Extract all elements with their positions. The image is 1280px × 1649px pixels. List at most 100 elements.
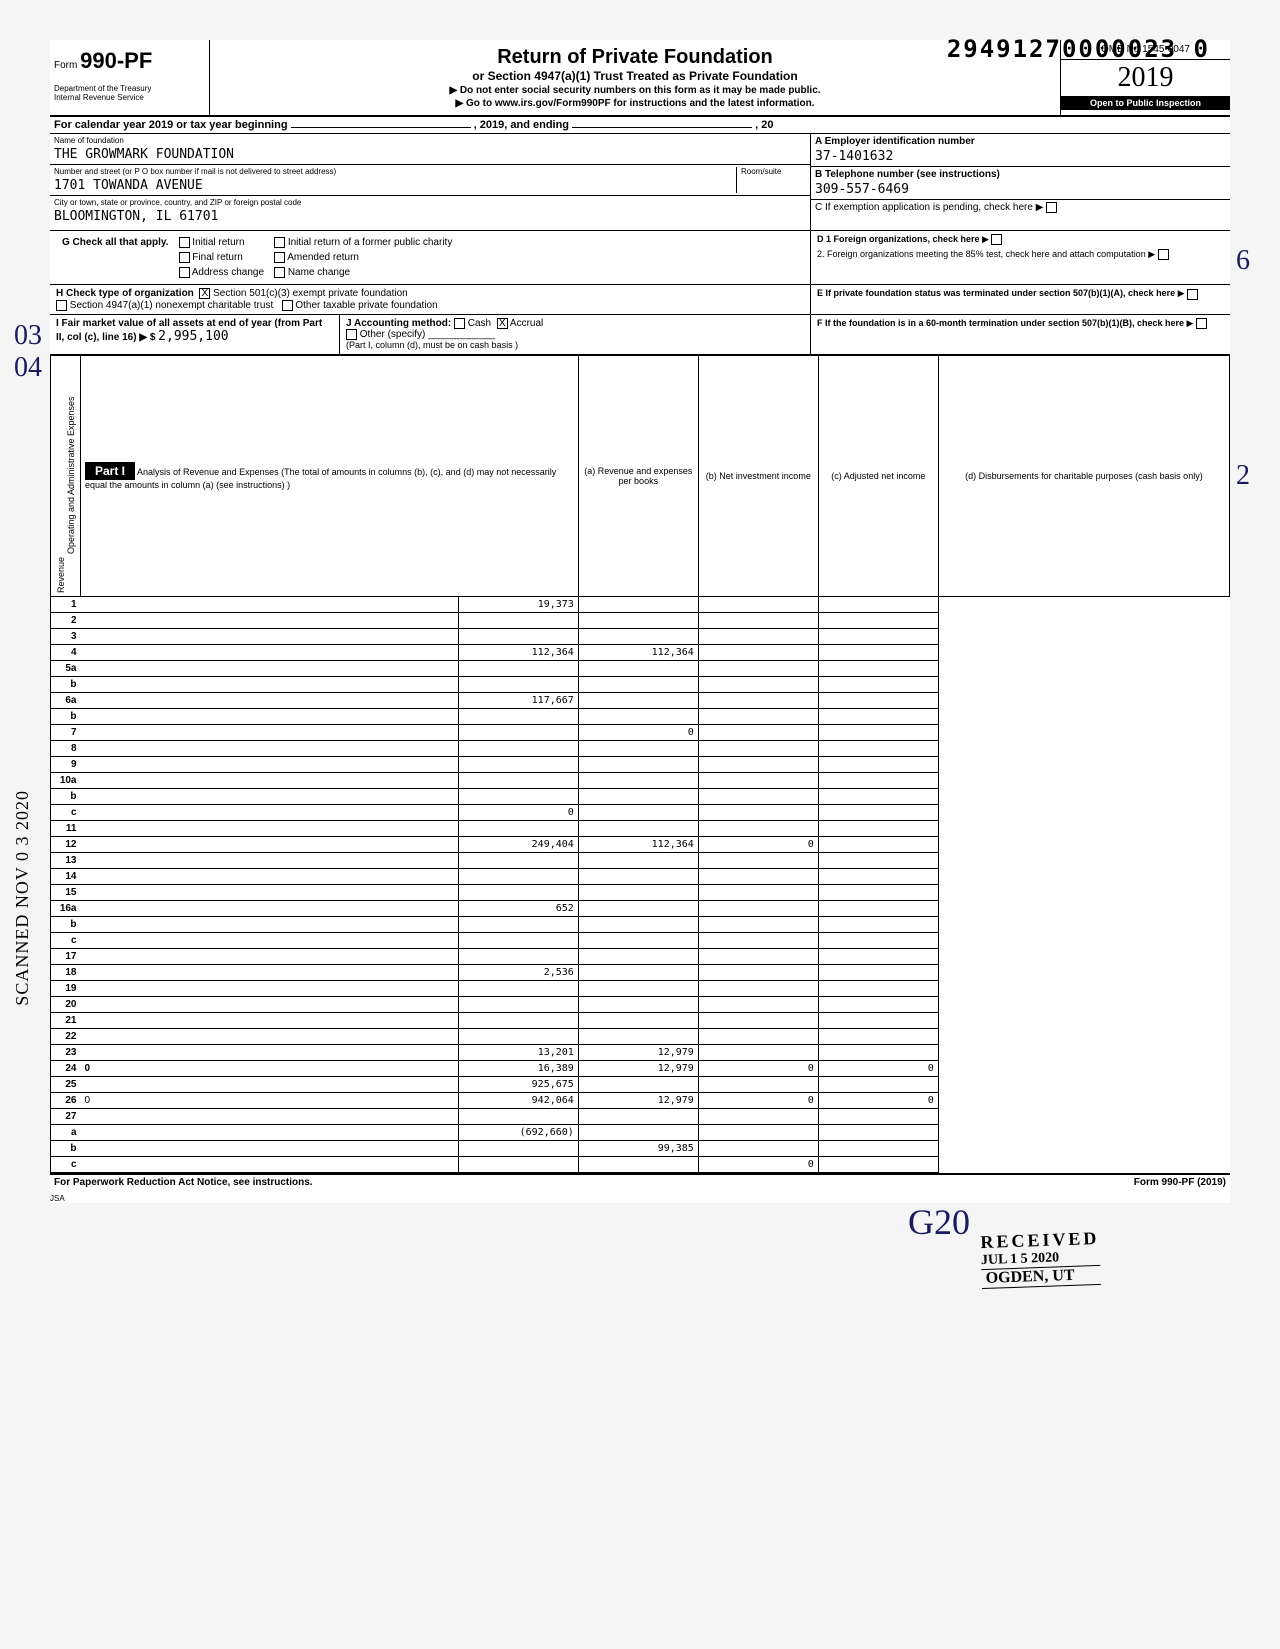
line-row: 19 [51, 981, 1230, 997]
line-row: 182,536 [51, 965, 1230, 981]
col-a-value: 652 [458, 901, 578, 917]
line-number: 20 [51, 997, 81, 1013]
line-row: b [51, 789, 1230, 805]
col-b-value: 0 [578, 725, 698, 741]
col-b-value [578, 1125, 698, 1141]
col-b-value [578, 805, 698, 821]
col-a-value [458, 629, 578, 645]
line-desc [81, 1013, 459, 1029]
dept-treasury: Department of the Treasury [54, 84, 205, 93]
col-c-value [698, 693, 818, 709]
handwritten-0304: 0304 [14, 320, 42, 384]
col-a-value: 16,389 [458, 1061, 578, 1077]
line-number: 25 [51, 1077, 81, 1093]
line-number: 14 [51, 869, 81, 885]
col-a-value: 112,364 [458, 645, 578, 661]
col-a-value: 925,675 [458, 1077, 578, 1093]
col-d-value [818, 805, 938, 821]
line-desc [81, 1045, 459, 1061]
col-b-value [578, 1157, 698, 1173]
col-a-value [458, 757, 578, 773]
line-desc [81, 917, 459, 933]
header-left: Form 990-PF Department of the Treasury I… [50, 40, 210, 115]
col-d-value [818, 661, 938, 677]
col-d-value [818, 1029, 938, 1045]
col-b-value [578, 1077, 698, 1093]
handwritten-6: 6 [1236, 245, 1250, 277]
line-number: 5a [51, 661, 81, 677]
box-g-d-row: G Check all that apply. Initial return I… [50, 231, 1230, 285]
line-number: b [51, 1141, 81, 1157]
col-a-value [458, 885, 578, 901]
line-number: 8 [51, 741, 81, 757]
paperwork-notice: For Paperwork Reduction Act Notice, see … [54, 1177, 313, 1188]
col-c-value [698, 1045, 818, 1061]
col-a-value: 13,201 [458, 1045, 578, 1061]
line-desc [81, 965, 459, 981]
col-c-value [698, 661, 818, 677]
col-d-value [818, 757, 938, 773]
jsa-mark: JSA [50, 1194, 1230, 1203]
line-row: 10a [51, 773, 1230, 789]
col-d-value [818, 677, 938, 693]
document-locator-number: 29491270000023 0 [947, 35, 1210, 63]
col-b-value [578, 629, 698, 645]
line-row: 2313,20112,979 [51, 1045, 1230, 1061]
phone-label: B Telephone number (see instructions) [815, 169, 1226, 180]
box-i-j-f-row: I Fair market value of all assets at end… [50, 315, 1230, 355]
col-a-value [458, 997, 578, 1013]
line-row: 24016,38912,97900 [51, 1061, 1230, 1077]
col-d-value: 0 [818, 1093, 938, 1109]
col-c-value [698, 709, 818, 725]
box-d: D 1 Foreign organizations, check here ▶ … [810, 231, 1230, 284]
col-a-value [458, 741, 578, 757]
col-d-value [818, 725, 938, 741]
line-row: 27 [51, 1109, 1230, 1125]
col-d-value [818, 917, 938, 933]
col-a-value [458, 949, 578, 965]
line-desc [81, 805, 459, 821]
line-number: a [51, 1125, 81, 1141]
col-a-value [458, 789, 578, 805]
col-a-value: 2,536 [458, 965, 578, 981]
line-desc [81, 885, 459, 901]
col-a-value [458, 613, 578, 629]
box-c-checkbox[interactable] [1046, 202, 1057, 213]
col-d-value [818, 821, 938, 837]
box-h-e-row: H Check type of organization X Section 5… [50, 285, 1230, 314]
line-number: 16a [51, 901, 81, 917]
line-number: b [51, 709, 81, 725]
header-center: Return of Private Foundation or Section … [210, 40, 1060, 115]
line-desc [81, 949, 459, 965]
line-row: c0 [51, 805, 1230, 821]
city-label: City or town, state or province, country… [54, 198, 806, 207]
line-row: 20 [51, 997, 1230, 1013]
col-d-value [818, 613, 938, 629]
col-d-value [818, 933, 938, 949]
col-b-value [578, 981, 698, 997]
line-row: 14 [51, 869, 1230, 885]
col-a-value [458, 853, 578, 869]
col-d-value [818, 1141, 938, 1157]
col-d-value [818, 597, 938, 613]
line-desc [81, 629, 459, 645]
col-d-value [818, 1109, 938, 1125]
foundation-name: THE GROWMARK FOUNDATION [54, 147, 806, 162]
public-inspection: Open to Public Inspection [1061, 96, 1230, 110]
col-b-value [578, 661, 698, 677]
form-subtitle: or Section 4947(a)(1) Trust Treated as P… [220, 69, 1050, 83]
col-c-value [698, 981, 818, 997]
website-note: ▶ Go to www.irs.gov/Form990PF for instru… [220, 98, 1050, 109]
line-number: 22 [51, 1029, 81, 1045]
col-d-value [818, 693, 938, 709]
line-row: 260942,06412,97900 [51, 1093, 1230, 1109]
col-d-value [818, 1045, 938, 1061]
col-c-value [698, 869, 818, 885]
col-a-header: (a) Revenue and expenses per books [578, 355, 698, 596]
line-desc [81, 869, 459, 885]
line-desc [81, 789, 459, 805]
line-desc [81, 709, 459, 725]
line-number: 1 [51, 597, 81, 613]
line-number: 10a [51, 773, 81, 789]
line-row: 22 [51, 1029, 1230, 1045]
